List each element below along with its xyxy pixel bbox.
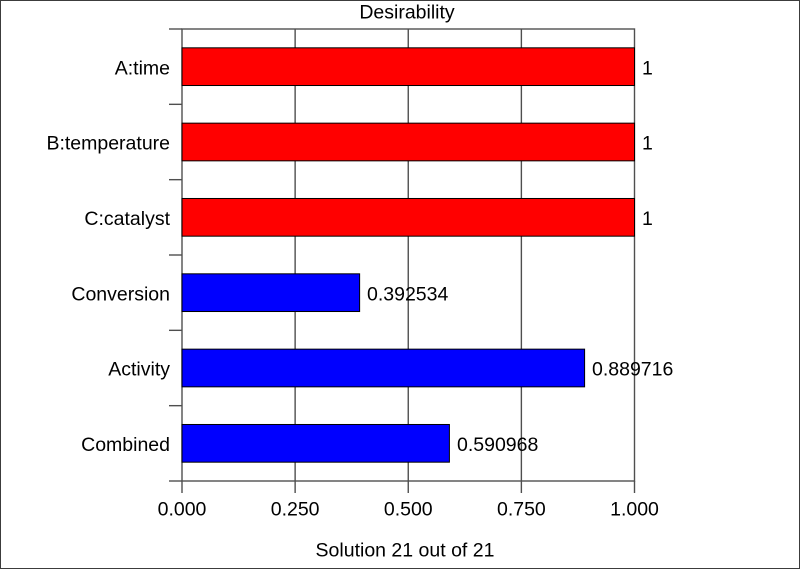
svg-text:A:time: A:time: [115, 57, 170, 79]
svg-text:1: 1: [642, 208, 653, 230]
svg-text:Solution 21 out of 21: Solution 21 out of 21: [316, 539, 495, 561]
svg-text:1: 1: [642, 133, 653, 155]
svg-text:1: 1: [642, 57, 653, 79]
svg-text:Desirability: Desirability: [359, 1, 455, 23]
svg-text:0.250: 0.250: [271, 498, 320, 520]
svg-text:B:temperature: B:temperature: [46, 133, 170, 155]
svg-text:Combined: Combined: [81, 434, 170, 456]
svg-text:0.889716: 0.889716: [592, 359, 673, 381]
svg-text:Activity: Activity: [108, 359, 170, 381]
svg-text:0.750: 0.750: [497, 498, 546, 520]
svg-text:1.000: 1.000: [610, 498, 659, 520]
svg-text:0.000: 0.000: [158, 498, 207, 520]
svg-text:C:catalyst: C:catalyst: [84, 208, 170, 230]
svg-text:0.392534: 0.392534: [367, 283, 448, 305]
svg-text:0.500: 0.500: [384, 498, 433, 520]
svg-text:0.590968: 0.590968: [457, 434, 538, 456]
svg-text:Conversion: Conversion: [71, 283, 170, 305]
